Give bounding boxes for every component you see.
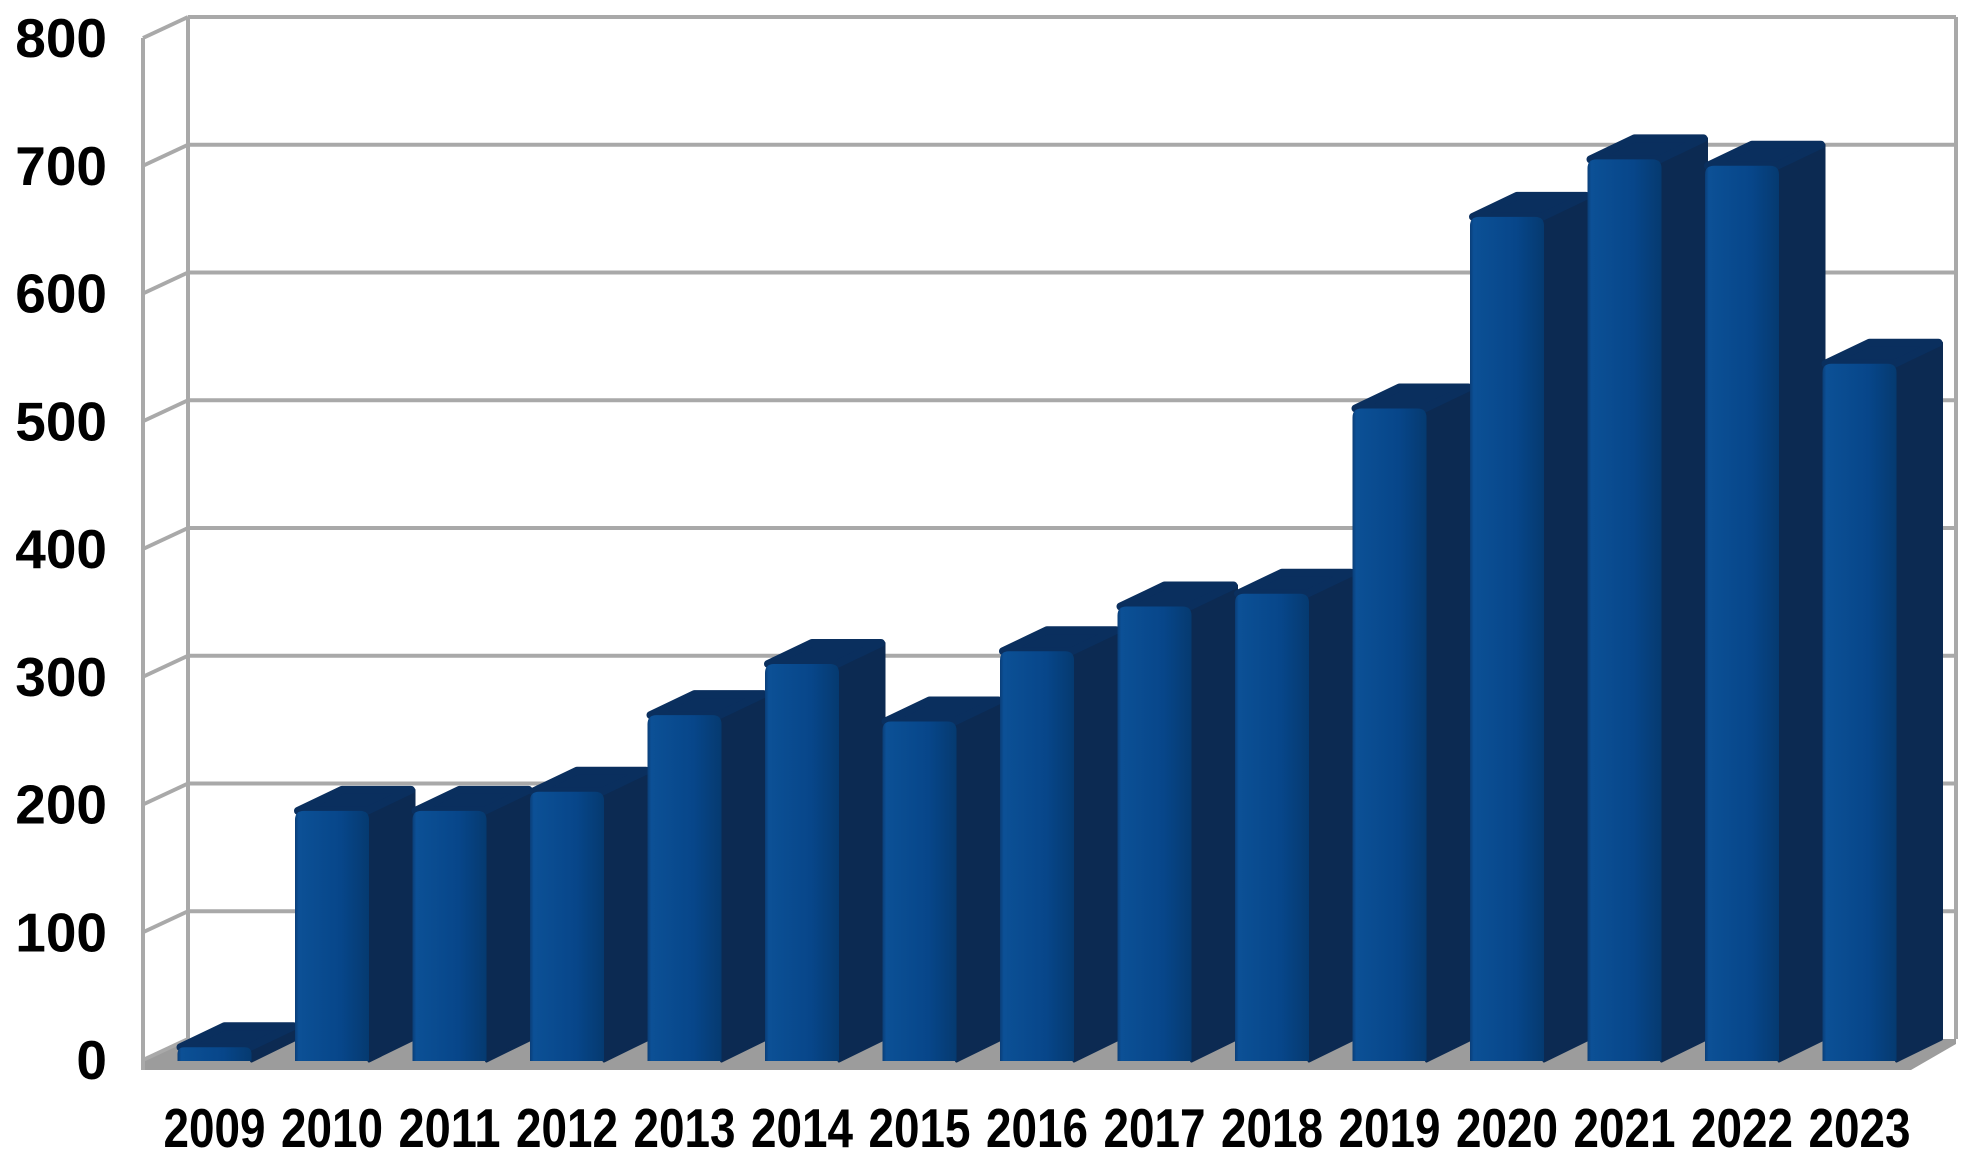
x-category-label: 2022 [1691,1097,1793,1159]
x-category-label: 2015 [869,1097,971,1159]
bar-front-face [1822,363,1897,1061]
y-tick-label: 500 [15,390,107,452]
tick-connector [142,142,189,168]
bar-front-face [1235,593,1309,1061]
y-tick-label: 300 [15,646,107,708]
x-category-label: 2023 [1809,1097,1911,1159]
bar-side-face [1895,341,1943,1063]
bar-side-face [720,692,768,1063]
tick-connector [142,781,189,807]
bar-2012 [529,766,651,1063]
bar-front-face [295,810,369,1061]
bar-front-face [177,1047,252,1061]
bar-2018 [1234,568,1356,1063]
x-category-label: 2010 [281,1097,383,1159]
x-category-label: 2009 [164,1097,266,1159]
bar-side-face [485,788,533,1063]
bar-front-face [765,663,839,1061]
bar-front-face [412,810,487,1061]
bar-side-face [1072,628,1121,1063]
bars [176,134,1943,1063]
bar-2009 [176,1022,298,1063]
bar-side-face [1777,143,1826,1063]
y-tick-label: 400 [15,518,107,580]
x-category-label: 2020 [1456,1097,1558,1159]
bar-side-face [1660,136,1708,1063]
bar-side-face [837,641,886,1063]
tick-connector [142,653,189,679]
y-tick-label: 800 [15,7,107,69]
bar-2020 [1469,191,1591,1063]
x-category-label: 2019 [1339,1097,1441,1159]
bar-front-face [1470,216,1544,1062]
y-tick-label: 0 [76,1029,107,1091]
y-axis-labels: 0 100 200 300 400 500 600 700 800 [15,7,107,1091]
bar-2010 [294,785,416,1063]
y-tick-label: 700 [15,135,107,197]
bar-side-face [1190,583,1238,1063]
bar-2022 [1704,140,1826,1063]
tick-connector [142,15,189,40]
bar-side-face [1307,571,1356,1063]
bar-2019 [1351,383,1473,1063]
tick-connector [142,909,189,935]
bar-front-face [1705,165,1779,1061]
x-category-label: 2011 [399,1097,501,1159]
bar-2023 [1821,338,1943,1063]
bar-side-face [602,769,651,1063]
bar-side-face [367,788,416,1063]
bar-front-face [1000,651,1074,1061]
x-category-label: 2021 [1574,1097,1676,1159]
x-category-label: 2018 [1221,1097,1323,1159]
bar-side-face [1542,194,1591,1063]
bar-front-face [1352,408,1427,1062]
tick-connector [142,1037,189,1062]
bar-2014 [764,638,886,1063]
y-tick-label: 100 [15,901,107,963]
bar-front-face [1587,159,1662,1062]
bar-2013 [646,690,768,1063]
x-category-label: 2016 [986,1097,1088,1159]
bar-2015 [881,696,1003,1063]
y-tick-label: 200 [15,774,107,836]
bar-2017 [1116,581,1238,1063]
tick-connector [142,398,189,424]
x-category-label: 2013 [634,1097,736,1159]
bar-front-face [882,721,957,1061]
x-category-label: 2012 [516,1097,618,1159]
tick-connector [142,270,189,296]
x-category-label: 2017 [1104,1097,1206,1159]
bar-front-face [530,791,604,1061]
bar-2011 [411,785,533,1063]
x-axis-labels: 2009 2010 2011 2012 2013 2014 2015 2016 2017 2018… [164,1097,1911,1159]
x-category-label: 2014 [751,1097,853,1159]
bar-side-face [955,698,1003,1063]
tick-connector [142,526,189,551]
bar-2016 [999,626,1121,1063]
bar-side-face [1425,385,1473,1063]
y-tick-label: 600 [15,263,107,325]
bar-front-face [1117,606,1192,1061]
bar-front-face [647,715,722,1061]
bar-2021 [1586,134,1708,1063]
